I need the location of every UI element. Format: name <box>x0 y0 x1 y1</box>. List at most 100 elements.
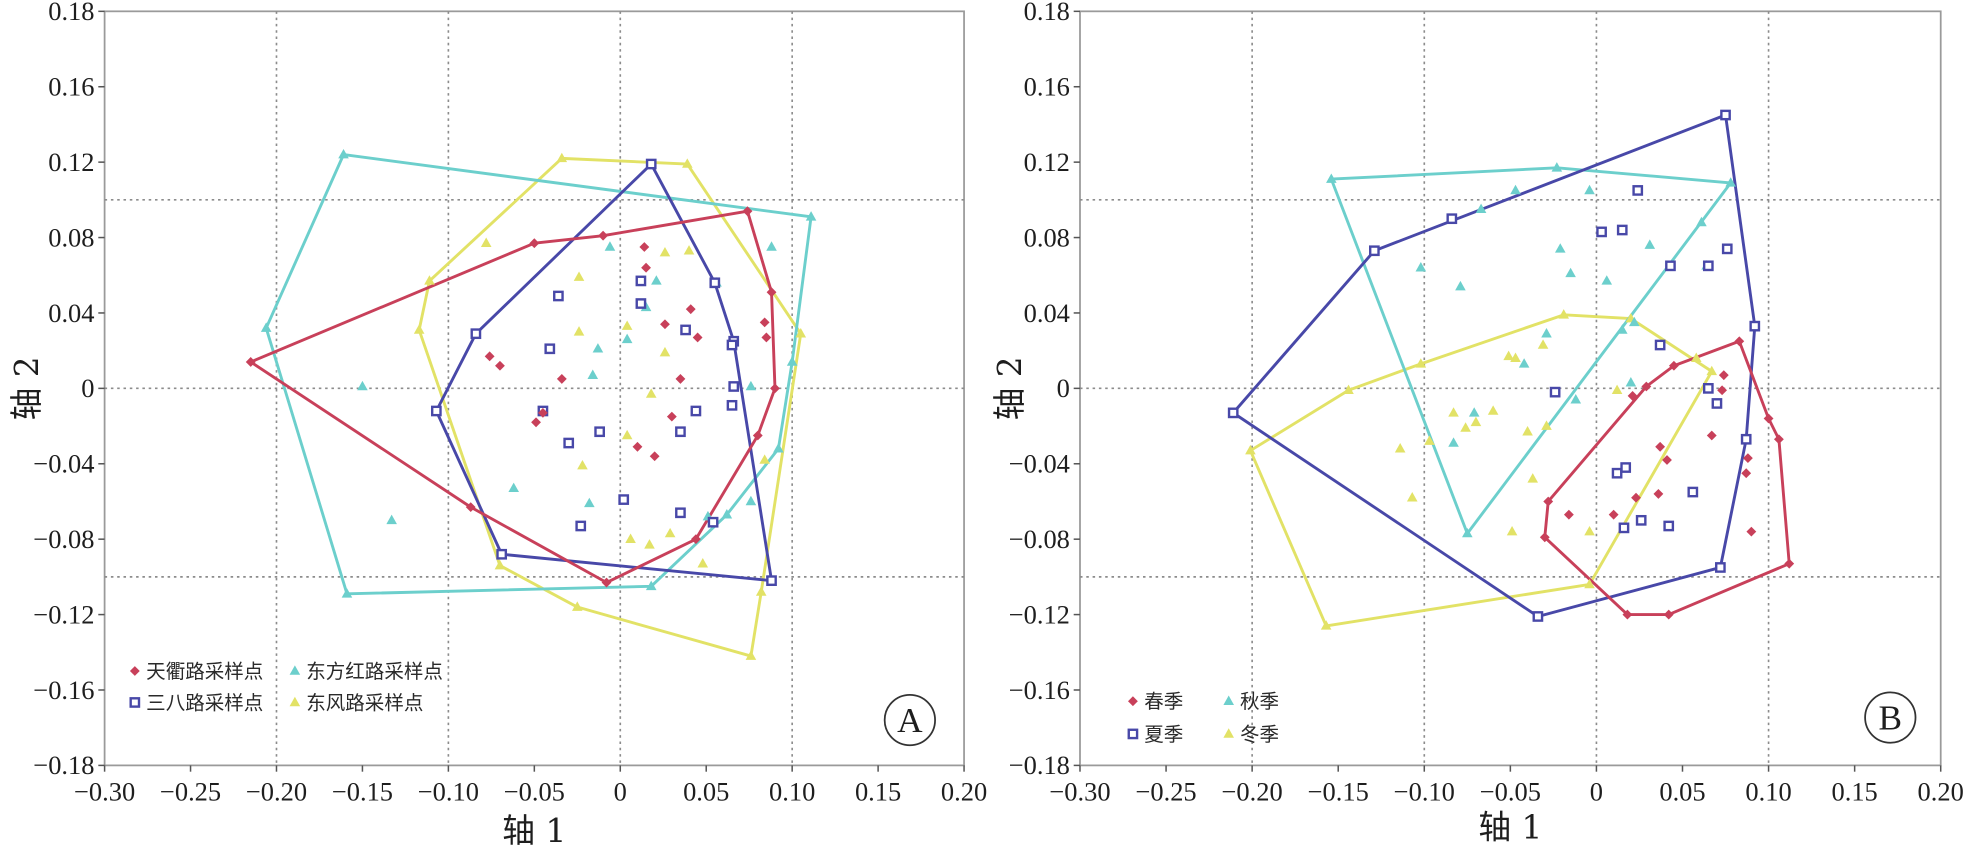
legend-marker <box>1127 728 1139 740</box>
data-point <box>260 322 272 332</box>
data-point <box>1543 496 1554 507</box>
data-point <box>1563 509 1574 520</box>
legend-item: 三八路采样点 <box>129 691 263 714</box>
y-tick-label: 0.12 <box>48 147 94 177</box>
data-point <box>1369 245 1380 257</box>
data-point <box>1662 455 1672 465</box>
data-point <box>697 558 709 568</box>
data-point <box>632 441 643 452</box>
data-point <box>759 454 770 464</box>
data-point <box>1487 405 1499 415</box>
data-point <box>1541 420 1552 430</box>
data-point <box>553 290 564 302</box>
data-point <box>645 388 657 398</box>
legend-marker <box>1128 696 1138 707</box>
data-point <box>1455 280 1466 291</box>
data-point <box>1632 185 1644 196</box>
data-point <box>1527 473 1539 483</box>
x-tick-label: −0.05 <box>1480 777 1541 807</box>
data-point <box>1725 177 1736 187</box>
data-point <box>625 533 636 543</box>
data-point <box>573 271 585 281</box>
data-point <box>1522 426 1533 436</box>
data-point <box>659 246 671 257</box>
data-point <box>1537 339 1549 349</box>
data-point <box>1616 324 1628 334</box>
x-tick-label: −0.15 <box>332 777 393 807</box>
data-point <box>761 332 772 343</box>
legend-item: 东方红路采样点 <box>289 660 443 683</box>
data-point <box>1773 434 1784 445</box>
data-point <box>413 324 425 334</box>
data-point <box>726 399 738 411</box>
data-point <box>1749 320 1761 332</box>
data-point <box>1715 562 1726 573</box>
x-tick-label: 0.05 <box>1659 777 1705 807</box>
data-point <box>759 317 770 328</box>
legend-label: 春季 <box>1144 690 1183 713</box>
data-point <box>742 206 753 217</box>
x-tick-label: −0.10 <box>418 777 479 807</box>
data-point <box>664 527 676 538</box>
x-tick-label: 0.20 <box>1918 777 1964 807</box>
data-point <box>766 575 777 587</box>
data-point <box>587 369 599 379</box>
data-point <box>1663 520 1675 532</box>
data-point <box>651 275 662 285</box>
y-tick-label: 0.12 <box>1024 147 1070 177</box>
data-point <box>644 539 655 549</box>
legend-item: 秋季 <box>1223 690 1279 713</box>
x-tick-label: 0.10 <box>769 777 815 807</box>
data-point <box>1625 377 1637 387</box>
data-point <box>1734 336 1745 347</box>
data-point <box>1718 370 1729 381</box>
data-point <box>726 339 738 351</box>
panel-label-badge: B <box>1864 691 1917 744</box>
data-point <box>770 383 780 394</box>
y-tick-label: −0.18 <box>33 750 94 780</box>
data-point <box>682 158 693 168</box>
x-axis-label: 轴 1 <box>502 812 566 850</box>
data-point <box>386 514 397 525</box>
data-point <box>592 343 604 353</box>
series-points-1 <box>1227 109 1761 622</box>
data-point <box>1510 184 1521 195</box>
data-point <box>1717 385 1728 396</box>
data-point <box>1668 360 1679 371</box>
x-axis-label: 轴 1 <box>1478 808 1542 846</box>
data-point <box>538 407 548 418</box>
data-point <box>1763 413 1774 424</box>
legend-label: 东风路采样点 <box>306 691 423 714</box>
legend-marker <box>129 697 141 708</box>
data-point <box>1620 462 1632 473</box>
data-point <box>1549 386 1561 398</box>
data-point <box>1702 260 1714 272</box>
x-tick-label: 0.05 <box>683 777 729 807</box>
data-point <box>1654 339 1666 351</box>
chart-panel-b: −0.30 −0.25 −0.20 −0.15 −0.10 −0.05 0 0.05 0.10 0… <box>991 0 1964 846</box>
data-point <box>728 381 740 392</box>
series-points-3 <box>413 152 807 660</box>
data-point <box>470 328 482 340</box>
x-tick-label: 0.15 <box>855 777 901 807</box>
series-points-2 <box>1326 162 1736 538</box>
data-point <box>1584 578 1595 589</box>
data-point <box>639 242 650 252</box>
data-point <box>621 333 633 344</box>
y-tick-label: 0.18 <box>48 0 94 26</box>
data-point <box>1616 224 1628 236</box>
data-point <box>1631 492 1641 503</box>
data-point <box>1448 407 1459 417</box>
y-tick-label: 0.08 <box>1024 222 1070 252</box>
data-point <box>805 211 817 221</box>
data-point <box>430 405 442 417</box>
x-tick-label: 0 <box>614 777 627 807</box>
data-point <box>1468 407 1480 417</box>
data-point <box>755 586 767 596</box>
x-tick-label: 0.20 <box>941 777 987 807</box>
y-tick-label: −0.08 <box>33 524 94 554</box>
legend-item: 冬季 <box>1223 723 1279 746</box>
data-point <box>1720 109 1731 121</box>
data-point <box>1448 437 1459 447</box>
